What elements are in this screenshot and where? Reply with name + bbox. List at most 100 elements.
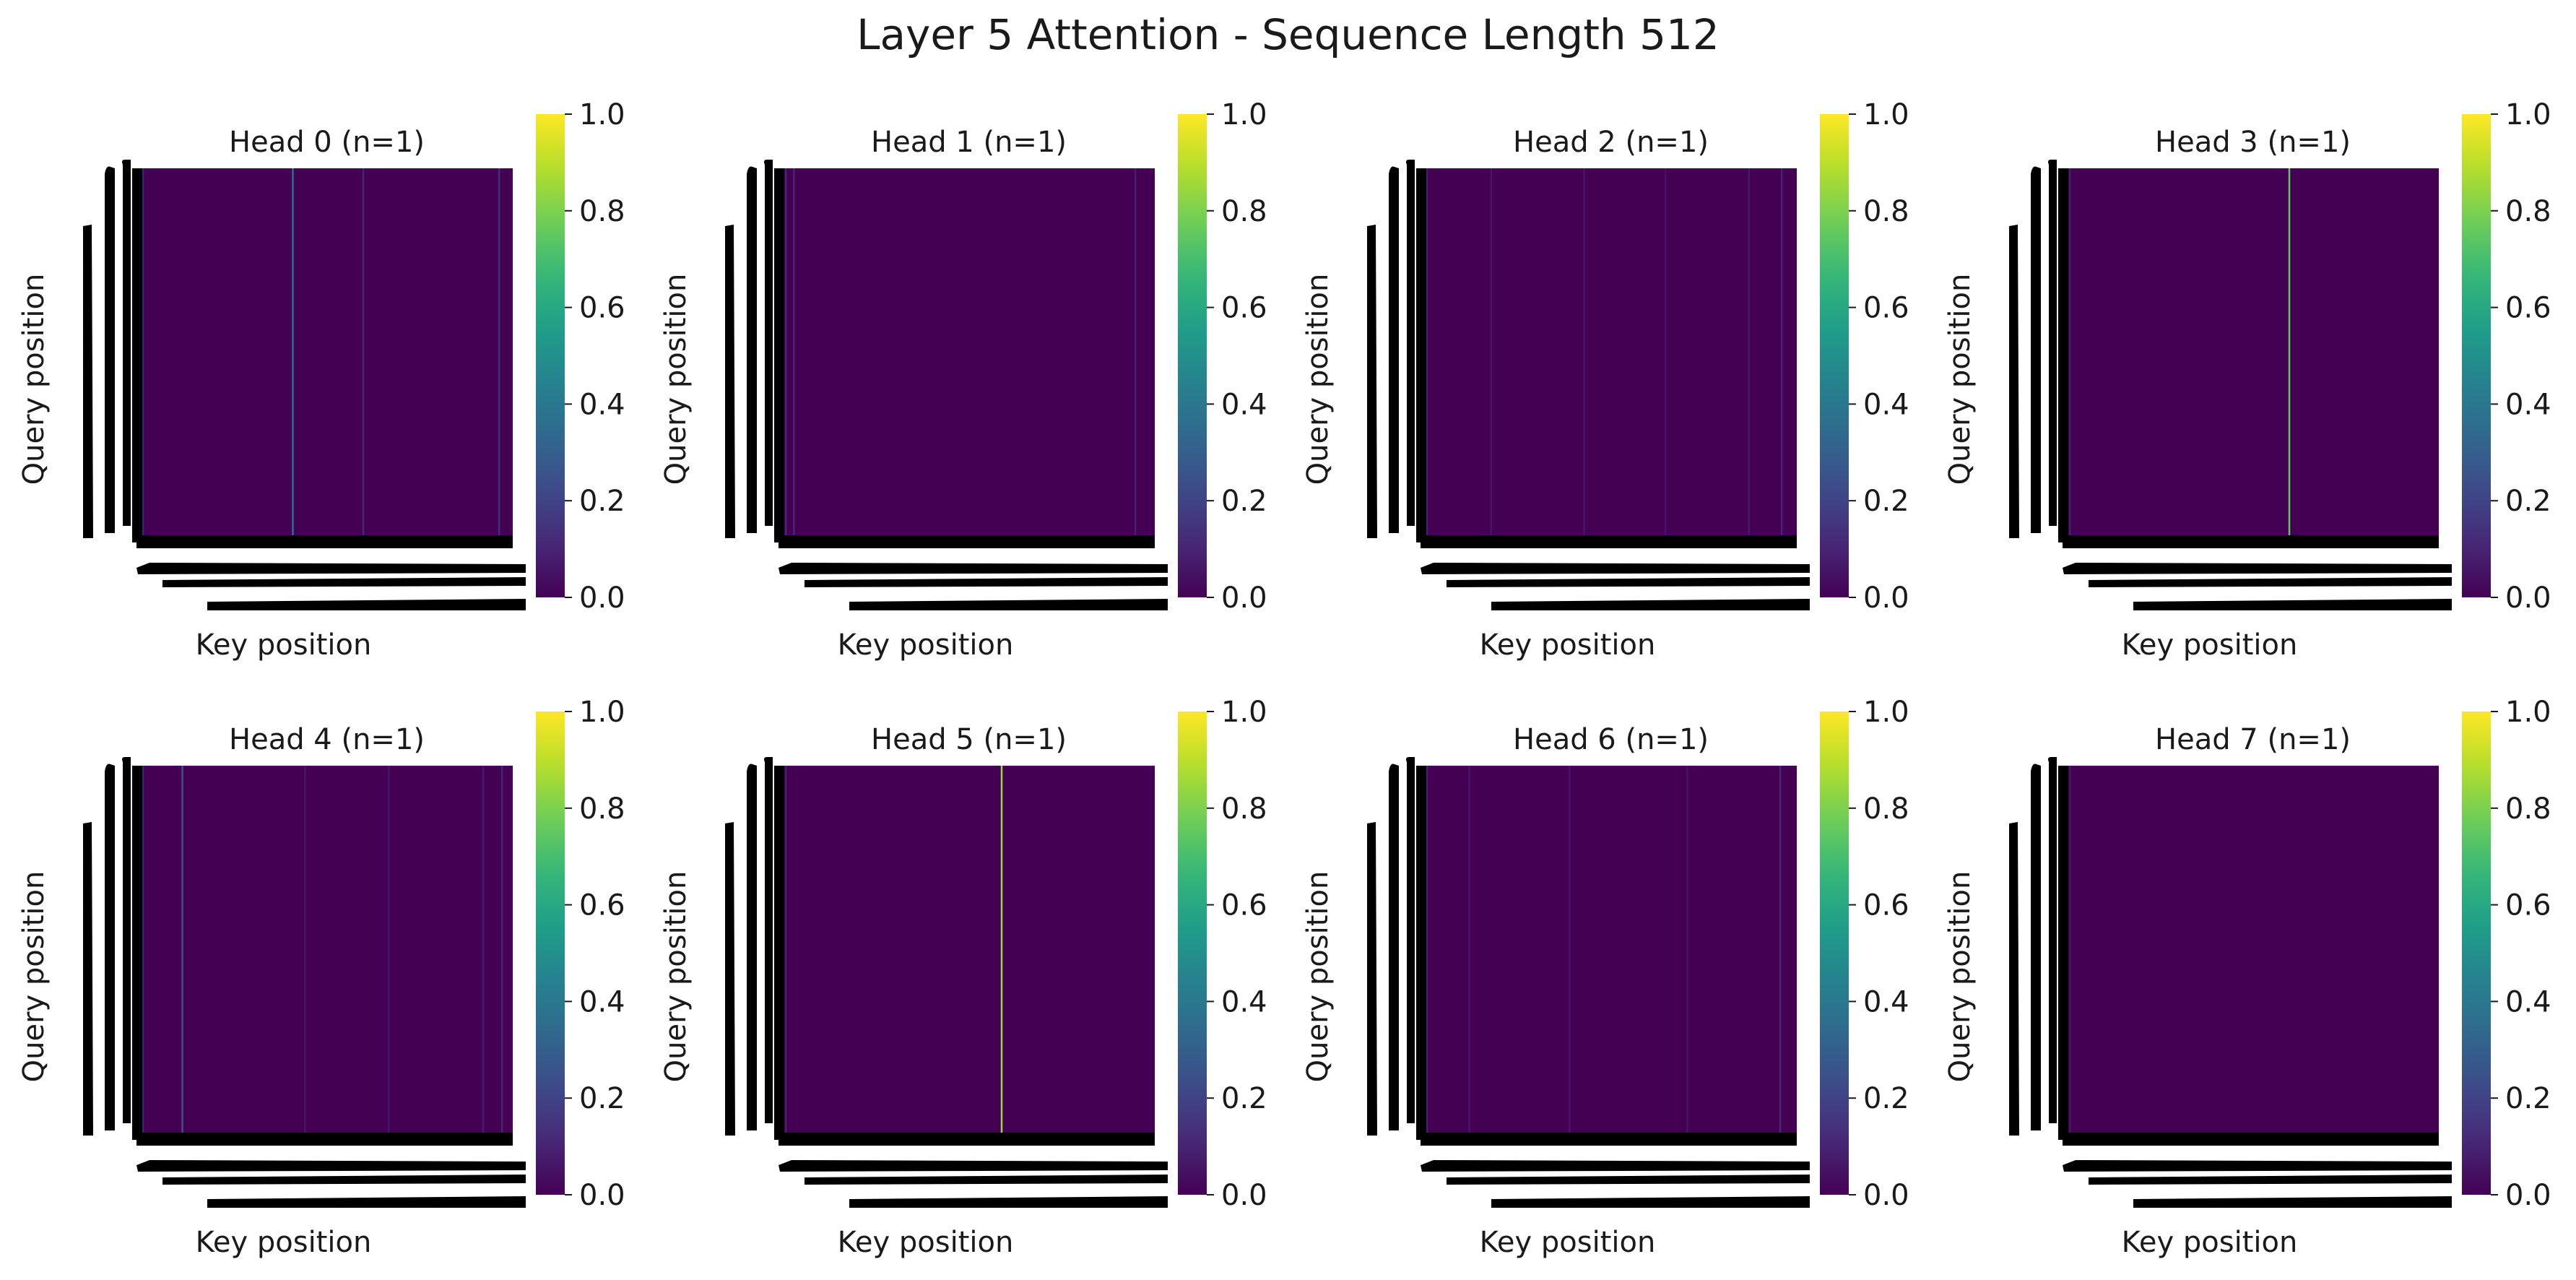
attention-stripe (498, 168, 500, 537)
colorbar-tick-label: 0.2 (2505, 1082, 2551, 1115)
colorbar-tick-label: 0.0 (1221, 581, 1267, 615)
x-axis-label: Key position (196, 628, 372, 662)
y-tick-labels (747, 764, 757, 1130)
heatmap-cells (141, 168, 513, 537)
subplot-title: Head 5 (n=1) (871, 723, 1067, 756)
colorbar-tick-label: 0.6 (579, 292, 625, 325)
y-axis-label: Query position (1301, 274, 1335, 485)
subplot-title: Head 0 (n=1) (229, 126, 425, 159)
x-tick-labels (2133, 599, 2452, 610)
attention-stripe (482, 766, 485, 1134)
y-tick-labels (2009, 225, 2019, 538)
x-tick-labels (2133, 1196, 2452, 1208)
x-axis-label: Key position (2122, 628, 2298, 662)
x-tick-labels (162, 1175, 526, 1185)
y-tick-labels (1406, 757, 1415, 1123)
attention-stripe (304, 766, 306, 1134)
attention-stripe (1426, 766, 1428, 1134)
y-tick-labels (2031, 764, 2041, 1130)
y-tick-labels (1367, 225, 1377, 538)
colorbar-tick-label: 1.0 (579, 696, 625, 729)
x-tick-marks (1421, 535, 1797, 548)
x-axis-label: Key position (1480, 1226, 1656, 1259)
y-axis-label: Query position (1943, 871, 1977, 1083)
attention-stripe (1686, 766, 1688, 1134)
x-tick-marks (136, 1133, 513, 1146)
heatmap-panel: Head 7 (n=1) Key position Query position 0.… (1943, 696, 2551, 1259)
colorbar-tick-label: 0.8 (1221, 792, 1267, 826)
heatmap-cells (1425, 168, 1797, 537)
colorbar-tick-label: 0.2 (1221, 1082, 1267, 1115)
heatmap-panel: Head 6 (n=1) Key position Query position 0.… (1301, 696, 1909, 1259)
heatmap-panel: Head 5 (n=1) Key position Query position 0.… (659, 696, 1267, 1259)
heatmap-panel: Head 3 (n=1) Key position Query position 0.… (1943, 98, 2551, 662)
colorbar-tick-label: 0.2 (1221, 485, 1267, 518)
x-tick-labels (849, 599, 1168, 610)
x-tick-labels (805, 1175, 1168, 1185)
y-tick-labels (725, 225, 735, 538)
x-tick-labels (207, 599, 526, 610)
attention-stripe (785, 766, 787, 1134)
x-tick-labels (136, 563, 526, 574)
subplot-title: Head 7 (n=1) (2155, 723, 2351, 756)
colorbar-tick-label: 0.2 (2505, 485, 2551, 518)
colorbar-tick-label: 0.4 (1863, 388, 1909, 421)
y-tick-labels (2048, 757, 2057, 1123)
colorbar (1820, 712, 1849, 1195)
x-axis-label: Key position (196, 1226, 372, 1259)
subplot-title: Head 6 (n=1) (1513, 723, 1709, 756)
attention-stripe (1779, 766, 1782, 1134)
y-tick-labels (747, 166, 757, 533)
x-tick-labels (1421, 1160, 1810, 1172)
colorbar-tick-label: 0.0 (1863, 581, 1909, 615)
colorbar-tick-label: 0.4 (1221, 388, 1267, 421)
colorbar-tick-label: 0.8 (2505, 792, 2551, 826)
x-tick-marks (779, 535, 1155, 548)
x-tick-labels (779, 1160, 1168, 1172)
colorbar-tick-label: 0.4 (2505, 388, 2551, 421)
y-tick-marks (774, 766, 784, 1140)
attention-stripe (2069, 766, 2071, 1134)
x-tick-labels (162, 577, 526, 587)
figure-title: Layer 5 Attention - Sequence Length 512 (857, 10, 1719, 59)
subplot-title: Head 1 (n=1) (871, 126, 1067, 159)
colorbar (2462, 114, 2491, 597)
y-tick-labels (1367, 822, 1377, 1136)
colorbar-tick-label: 0.2 (1863, 1082, 1909, 1115)
y-tick-marks (2058, 766, 2068, 1140)
colorbar-tick-label: 0.8 (1221, 195, 1267, 228)
attention-stripe (1569, 766, 1571, 1134)
colorbar-tick-label: 0.6 (1863, 889, 1909, 922)
attention-stripe (1583, 168, 1585, 537)
x-tick-labels (1491, 1196, 1810, 1208)
subplot-title: Head 2 (n=1) (1513, 126, 1709, 159)
colorbar-tick-label: 0.6 (2505, 889, 2551, 922)
attention-stripe (1748, 168, 1751, 537)
colorbar-tick-label: 0.4 (1221, 985, 1267, 1019)
heatmap-cells (2067, 168, 2439, 537)
y-tick-labels (1389, 764, 1399, 1130)
y-tick-labels (105, 166, 115, 533)
colorbar-tick-label: 1.0 (2505, 696, 2551, 729)
y-tick-labels (122, 160, 131, 526)
y-axis-label: Query position (17, 871, 51, 1083)
x-tick-labels (849, 1196, 1168, 1208)
y-tick-labels (2031, 166, 2041, 533)
x-tick-labels (1491, 599, 1810, 610)
attention-stripe (1000, 766, 1003, 1134)
x-tick-labels (2089, 577, 2452, 587)
heatmap-panel: Head 2 (n=1) Key position Query position 0.… (1301, 98, 1909, 662)
colorbar-tick-label: 0.2 (579, 1082, 625, 1115)
y-tick-labels (725, 822, 735, 1136)
colorbar-tick-label: 0.6 (1863, 292, 1909, 325)
attention-stripe (362, 168, 365, 537)
colorbar-tick-label: 1.0 (579, 98, 625, 131)
x-tick-marks (136, 535, 513, 548)
x-tick-labels (2063, 1160, 2452, 1172)
colorbar-tick-label: 0.8 (579, 792, 625, 826)
colorbar (2462, 712, 2491, 1195)
x-tick-labels (779, 563, 1168, 574)
colorbar (1820, 114, 1849, 597)
attention-stripe (1490, 168, 1493, 537)
